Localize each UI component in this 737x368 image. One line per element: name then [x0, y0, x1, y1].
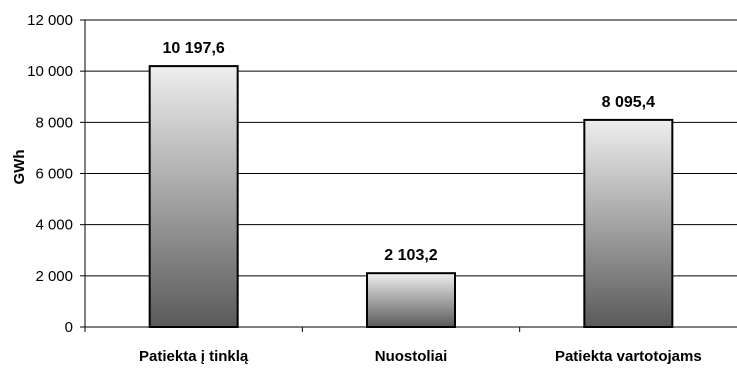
bar [366, 272, 456, 329]
y-tick-label: 8 000 [35, 114, 73, 131]
bars [148, 65, 674, 329]
y-tick-label: 6 000 [35, 166, 73, 183]
data-label: 8 095,4 [602, 94, 655, 111]
data-label: 2 103,2 [384, 247, 437, 264]
x-tick-label: Patiekta į tinklą [139, 348, 249, 365]
y-tick-label: 10 000 [27, 63, 73, 80]
y-tick-label: 12 000 [27, 12, 73, 29]
x-tick-label: Patiekta vartotojams [555, 348, 702, 365]
y-tick-label: 4 000 [35, 217, 73, 234]
bar [583, 118, 674, 328]
y-tick-label: 2 000 [35, 268, 73, 285]
x-tick-label: Nuostoliai [375, 348, 448, 365]
y-axis-title: GWh [11, 150, 28, 185]
data-label: 10 197,6 [163, 40, 225, 57]
labels: 0 2 000 4 000 6 000 8 000 10 000 12 000 10 197,… [27, 12, 702, 365]
y-tick-label: 0 [65, 319, 73, 336]
bar [148, 65, 239, 329]
